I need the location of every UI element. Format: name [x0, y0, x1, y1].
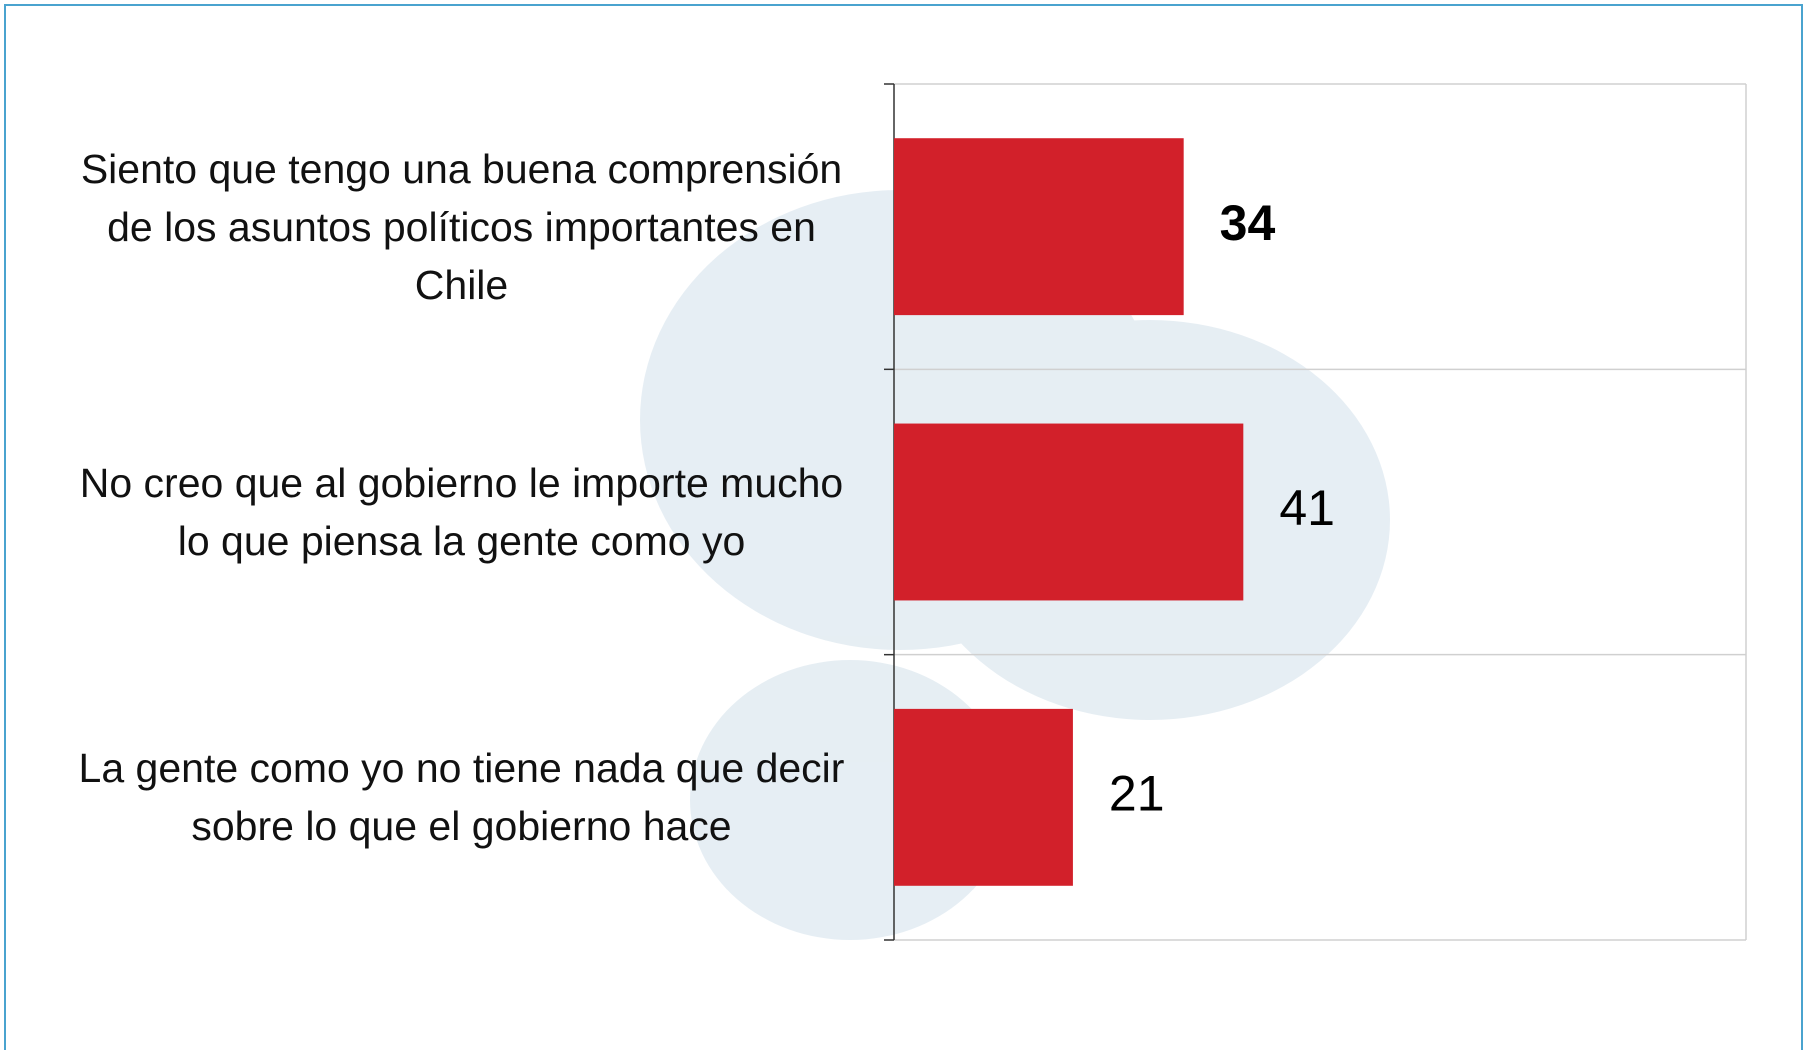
bar [894, 138, 1184, 316]
category-label: La gente como yo no tiene nada que decir… [78, 745, 845, 850]
value-label: 34 [1220, 195, 1276, 251]
bar [894, 708, 1073, 886]
value-label: 41 [1279, 480, 1335, 536]
category-label: No creo que al gobierno le importe mucho… [79, 460, 844, 564]
frame [4, 4, 1803, 1050]
bar [894, 423, 1244, 601]
value-label: 21 [1109, 766, 1165, 822]
category-label: Siento que tengo una buena comprensión d… [80, 145, 843, 308]
